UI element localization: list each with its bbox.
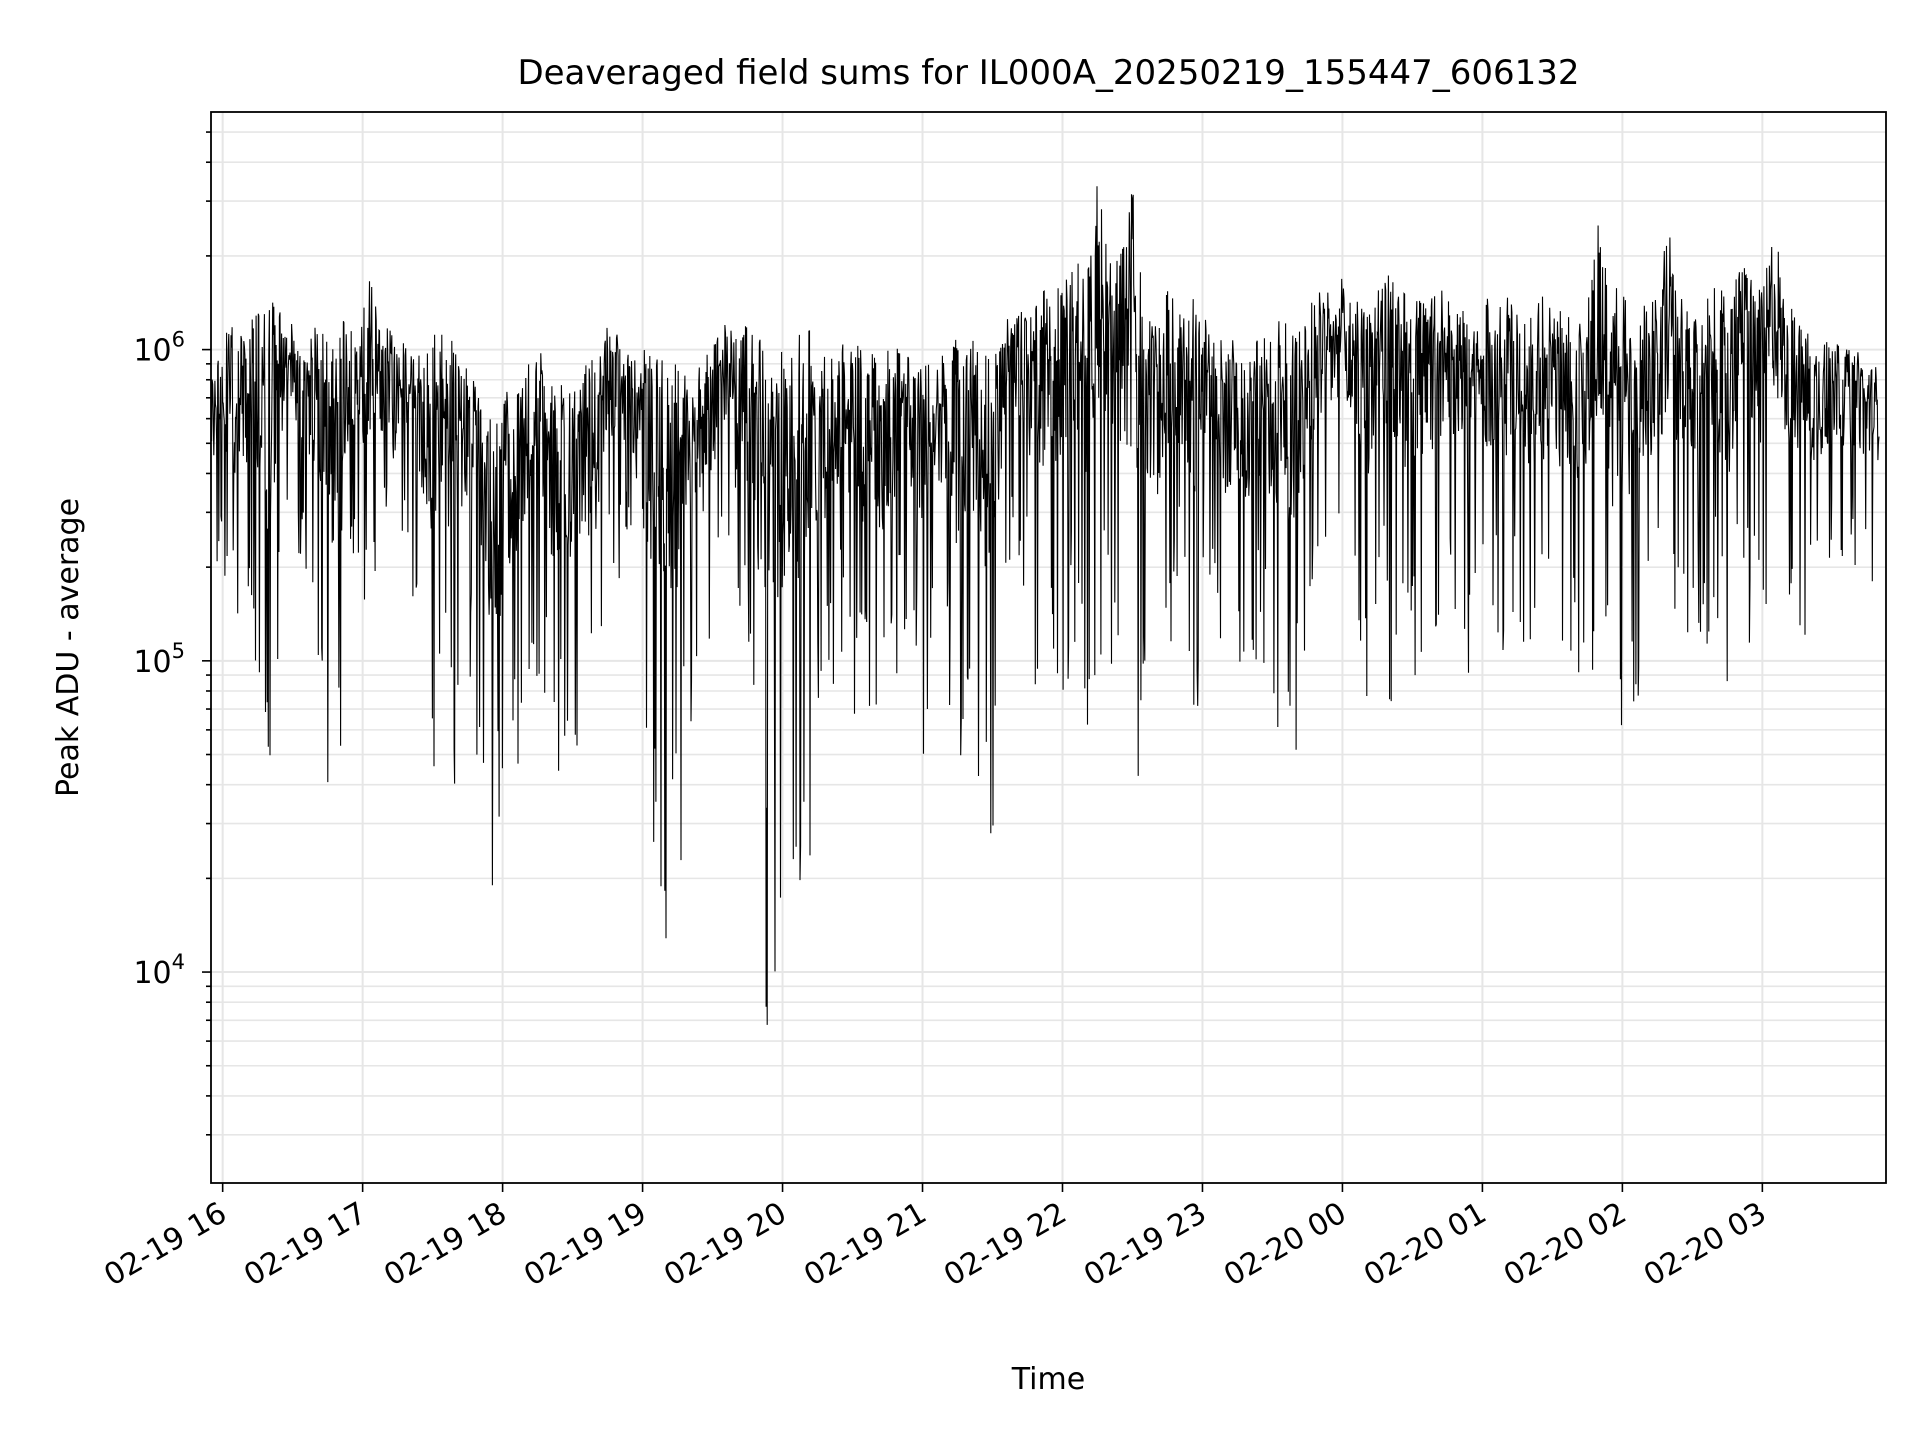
series-path	[210, 186, 1880, 1025]
series-line	[210, 186, 1880, 1025]
x-axis-label: Time	[1011, 1362, 1085, 1397]
chart-title: Deaveraged field sums for IL000A_2025021…	[517, 53, 1579, 93]
y-axis-label: Peak ADU - average	[51, 498, 86, 797]
y-tick-label: 105	[133, 639, 185, 680]
plot-frame	[210, 111, 1887, 1184]
y-tick-label: 104	[133, 950, 185, 991]
y-tick-label: 106	[133, 328, 185, 369]
